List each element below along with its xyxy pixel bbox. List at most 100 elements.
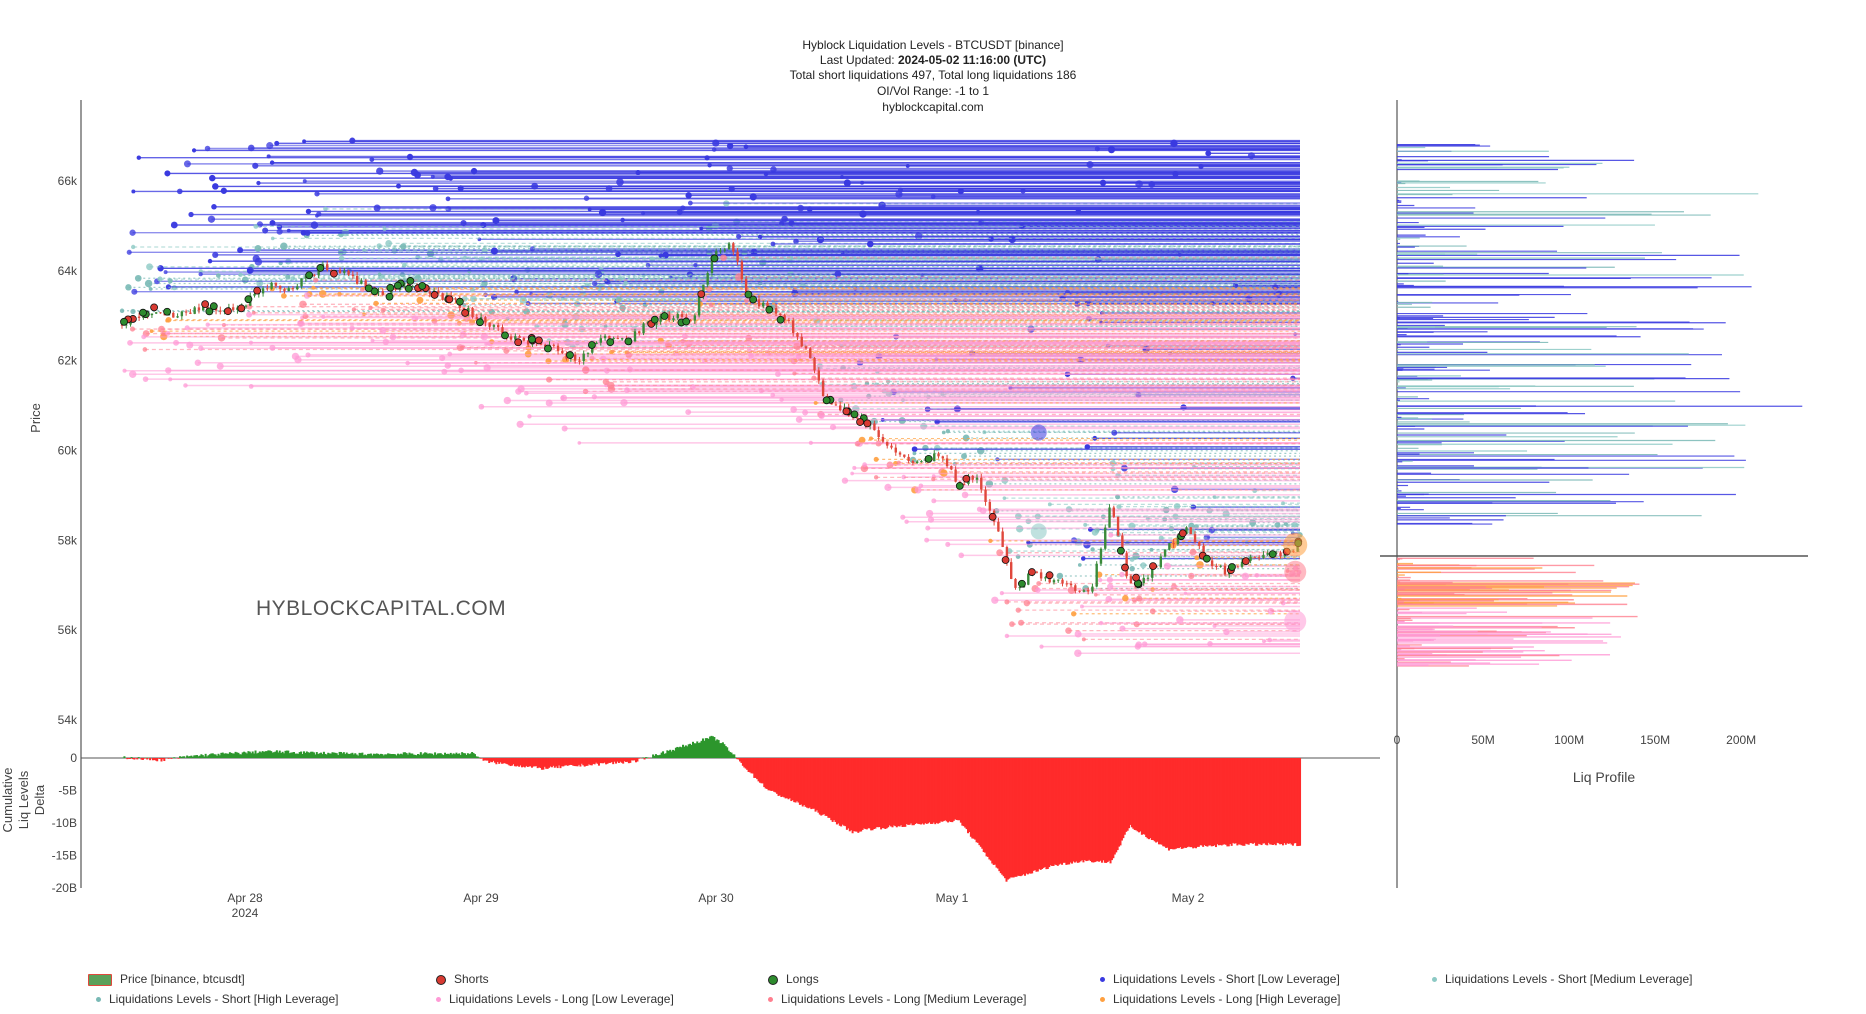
delta-bar xyxy=(710,735,713,758)
delta-bar xyxy=(311,751,314,758)
delta-bar xyxy=(208,754,211,758)
legend-item[interactable]: Liquidations Levels - Long [High Leverag… xyxy=(1092,992,1340,1006)
liq-level-dot-short_low xyxy=(895,190,903,198)
legend-item[interactable]: Liquidations Levels - Long [Low Leverage… xyxy=(428,992,674,1006)
delta-bar xyxy=(814,758,817,812)
liq-level-dot-long_low xyxy=(1079,604,1084,609)
candle-body xyxy=(278,285,282,289)
delta-bar xyxy=(706,738,709,758)
liq-level-dot-long_low xyxy=(478,403,485,410)
legend-swatch-icon xyxy=(436,997,441,1003)
delta-bar xyxy=(880,758,883,830)
delta-bar xyxy=(511,758,514,766)
delta-bar xyxy=(425,752,428,758)
legend-item[interactable]: Longs xyxy=(760,972,819,986)
delta-bar xyxy=(377,753,380,758)
candle-body xyxy=(672,318,675,321)
liq-level-dot-short_low xyxy=(302,139,307,144)
liq-level-dot-long_low xyxy=(852,465,857,470)
candle-body xyxy=(544,344,547,347)
liq-level-dot-short_medium xyxy=(617,276,623,282)
delta-bar xyxy=(607,758,610,763)
candle-body xyxy=(1176,535,1180,545)
delta-bar xyxy=(692,741,694,758)
delta-bar xyxy=(572,758,575,766)
long-marker xyxy=(386,283,395,292)
legend-item[interactable]: Liquidations Levels - Short [Low Leverag… xyxy=(1092,972,1340,986)
delta-bar xyxy=(854,758,857,832)
short-marker xyxy=(461,309,469,317)
delta-bar xyxy=(1024,758,1027,876)
delta-bar xyxy=(330,753,333,758)
delta-bar xyxy=(1262,758,1264,844)
delta-bar xyxy=(781,758,784,797)
delta-bar xyxy=(503,758,506,764)
legend-item[interactable]: Liquidations Levels - Short [Medium Leve… xyxy=(1424,972,1692,986)
candle-body xyxy=(1223,565,1227,575)
liq-level-dot-long_low xyxy=(904,519,909,524)
candle-body xyxy=(1198,541,1201,546)
delta-bar xyxy=(352,754,355,758)
legend-item[interactable]: Liquidations Levels - Long [Medium Lever… xyxy=(760,992,1026,1006)
liq-level-dot-short_low xyxy=(726,165,733,172)
delta-bar xyxy=(257,752,260,758)
liq-level-dot-long_low xyxy=(379,327,387,334)
delta-bar xyxy=(465,754,468,758)
liq-level-dot-long_low xyxy=(561,425,568,432)
liq-level-dot-short_low xyxy=(188,211,194,218)
delta-bar xyxy=(1207,758,1210,846)
delta-bar xyxy=(696,741,699,758)
candle-body xyxy=(1116,516,1120,536)
liq-level-dot-short_low xyxy=(373,204,381,212)
delta-bar xyxy=(770,758,773,791)
legend-item[interactable]: Shorts xyxy=(428,972,489,986)
liq-level-dot-long_medium xyxy=(1188,572,1195,580)
delta-bar xyxy=(1267,758,1270,843)
delta-bar xyxy=(245,753,248,758)
delta-bar xyxy=(622,758,625,764)
candle-body xyxy=(351,274,355,276)
delta-bar xyxy=(694,743,697,758)
candle-body xyxy=(783,315,786,321)
candle-body xyxy=(856,417,859,419)
delta-bar xyxy=(1209,758,1212,846)
delta-bar xyxy=(275,750,278,758)
delta-bar xyxy=(1073,758,1076,863)
candle-body xyxy=(620,338,624,340)
delta-bar xyxy=(643,758,646,760)
candle-body xyxy=(253,293,256,296)
candle-body xyxy=(193,307,196,314)
delta-bar xyxy=(1052,758,1055,866)
delta-bar xyxy=(606,758,609,764)
liq-level-dot-short_low xyxy=(1247,152,1256,160)
liq-level-dot-long_medium xyxy=(503,347,510,354)
delta-bar xyxy=(714,740,717,758)
delta-bar xyxy=(198,755,201,758)
delta-bar xyxy=(928,758,931,823)
liq-level-dot-long_medium xyxy=(811,375,817,381)
delta-bar xyxy=(312,752,315,758)
delta-bar xyxy=(776,758,779,794)
delta-bar xyxy=(280,752,283,758)
liq-level-dot-short_high xyxy=(1056,572,1064,580)
delta-bar xyxy=(1091,758,1093,863)
short-marker xyxy=(150,303,159,312)
liq-level-dot-long_low xyxy=(141,334,147,340)
candle-body xyxy=(197,307,201,311)
candle-body xyxy=(693,315,697,321)
legend-label: Liquidations Levels - Long [High Leverag… xyxy=(1113,992,1341,1006)
candle-body xyxy=(873,423,876,431)
candle-body xyxy=(894,447,897,453)
delta-bar xyxy=(479,758,482,759)
liq-level-dot-long_low xyxy=(1183,591,1188,596)
legend-swatch-icon xyxy=(768,974,778,985)
delta-bar xyxy=(385,754,388,758)
delta-bar xyxy=(1061,758,1064,865)
delta-bar xyxy=(160,758,163,762)
liq-level-dot-short_low xyxy=(591,280,598,287)
legend-item[interactable]: Liquidations Levels - Short [High Levera… xyxy=(88,992,338,1006)
liq-level-dot-short_medium xyxy=(1083,522,1088,527)
delta-bar xyxy=(642,757,645,758)
delta-bar xyxy=(364,754,367,758)
legend-item[interactable]: Price [binance, btcusdt] xyxy=(88,972,245,986)
